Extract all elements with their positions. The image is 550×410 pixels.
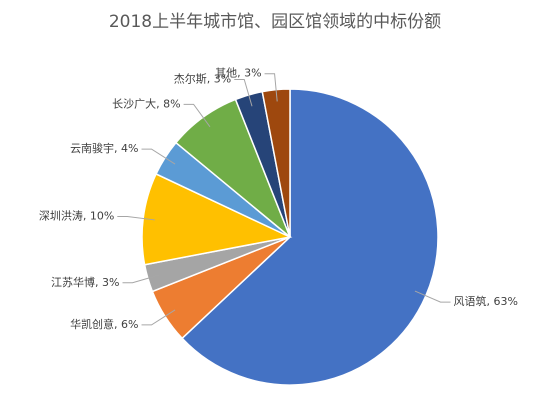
- leader-line: [122, 274, 160, 284]
- data-label: 深圳洪涛, 10%: [39, 208, 114, 222]
- data-label: 云南骏宇, 4%: [70, 141, 138, 155]
- data-label: 其他, 3%: [215, 67, 261, 80]
- leader-line: [141, 309, 176, 326]
- leader-line: [117, 215, 155, 221]
- chart-title: 2018上半年城市馆、园区馆领域的中标份额: [109, 12, 441, 32]
- leader-line: [141, 148, 176, 165]
- data-label: 风语筑, 63%: [454, 294, 518, 308]
- leader-line: [183, 103, 211, 128]
- data-label: 长沙广大, 8%: [112, 96, 180, 110]
- leader-line: [264, 73, 278, 102]
- leader-line: [414, 290, 451, 303]
- leader-line: [234, 79, 253, 107]
- data-label: 江苏华博, 3%: [51, 275, 119, 289]
- data-label: 杰尔斯, 3%: [174, 73, 231, 86]
- data-label: 华凯创意, 6%: [70, 317, 138, 331]
